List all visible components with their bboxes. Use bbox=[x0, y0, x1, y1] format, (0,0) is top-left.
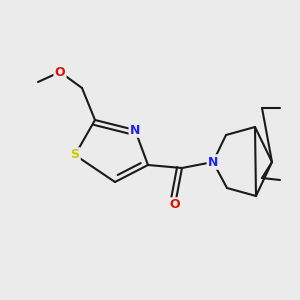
Text: N: N bbox=[130, 124, 140, 136]
Text: S: S bbox=[70, 148, 80, 161]
Text: O: O bbox=[170, 199, 180, 212]
Text: N: N bbox=[208, 155, 218, 169]
Text: O: O bbox=[55, 65, 65, 79]
